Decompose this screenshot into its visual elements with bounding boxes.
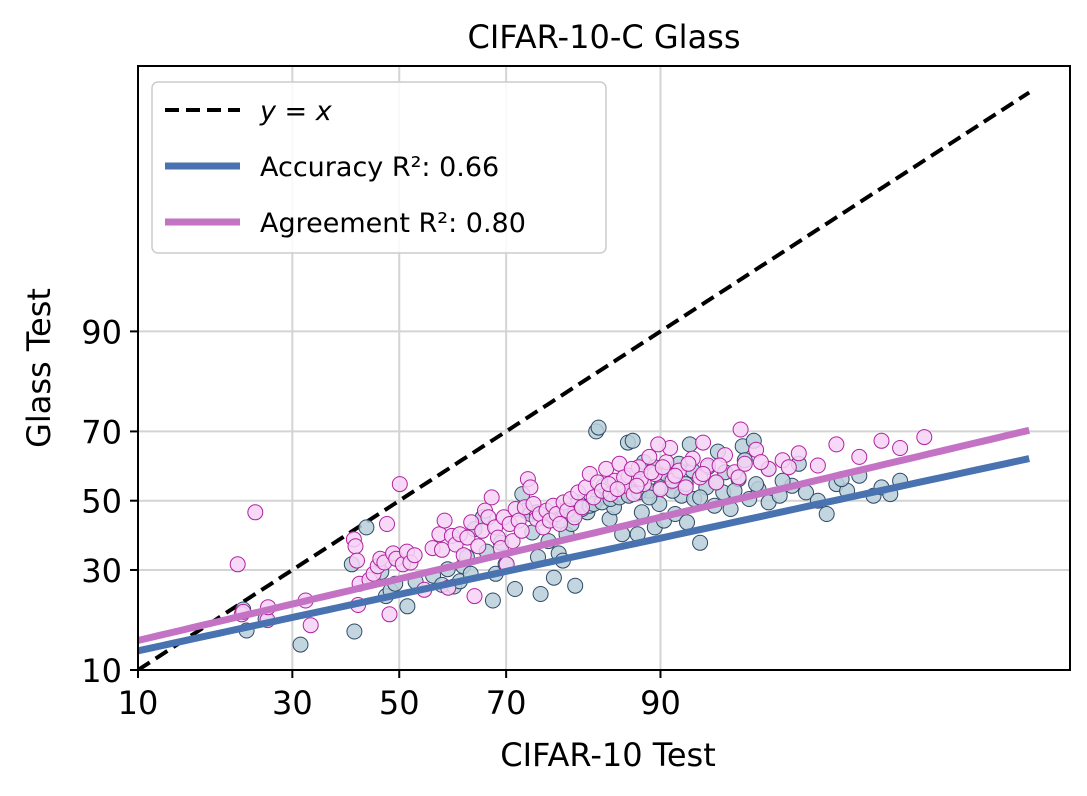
- agreement-point: [892, 440, 909, 456]
- agreement-point: [650, 436, 667, 453]
- accuracy-point: [292, 636, 309, 653]
- legend-accuracy-label: Accuracy R²: 0.66: [260, 152, 499, 183]
- agreement-point: [732, 421, 749, 438]
- agreement-point: [381, 606, 398, 623]
- accuracy-point: [532, 586, 549, 602]
- accuracy-fit-line: [138, 455, 1030, 655]
- agreement-scatter: [229, 421, 933, 634]
- agreement-point: [247, 504, 264, 521]
- agreement-point: [654, 459, 671, 476]
- x-axis-title: CIFAR-10 Test: [500, 736, 716, 774]
- agreement-point: [349, 552, 365, 569]
- agreement-point: [680, 455, 697, 472]
- identity-line: [138, 90, 1031, 670]
- agreement-point: [695, 466, 712, 482]
- accuracy-point: [692, 534, 709, 551]
- agreement-point: [434, 541, 450, 558]
- agreement-point: [736, 455, 753, 472]
- agreement-point: [851, 448, 868, 465]
- agreement-point: [790, 445, 807, 462]
- x-tick-label: 50: [379, 684, 420, 722]
- agreement-point: [459, 529, 476, 546]
- x-tick-label: 90: [640, 684, 681, 722]
- agreement-point: [652, 481, 669, 498]
- agreement-point: [809, 457, 826, 474]
- axis-ticks: 10 30 50 70 90 10 30 50 70 90: [81, 313, 681, 722]
- legend-identity-label: y = x: [259, 96, 333, 127]
- accuracy-point: [748, 476, 765, 493]
- agreement-point: [463, 514, 480, 531]
- accuracy-point: [484, 592, 501, 609]
- accuracy-point: [679, 514, 695, 531]
- accuracy-point: [545, 569, 562, 586]
- y-tick-label: 10: [81, 652, 122, 690]
- agreement-point: [406, 547, 423, 564]
- x-tick-label: 70: [486, 684, 527, 722]
- agreement-point: [379, 516, 395, 532]
- agreement-point: [522, 479, 539, 496]
- agreement-point: [513, 522, 530, 539]
- accuracy-point: [399, 598, 416, 615]
- agreement-point: [302, 617, 319, 634]
- plot-frame: [137, 65, 1071, 671]
- agreement-point: [609, 481, 626, 498]
- accuracy-point: [590, 419, 607, 436]
- agreement-point: [677, 479, 694, 496]
- y-tick-label: 30: [81, 552, 122, 590]
- agreement-point: [752, 454, 769, 471]
- agreement-point: [347, 538, 364, 555]
- legend: y = x Accuracy R²: 0.66 Agreement R²: 0.…: [151, 81, 607, 254]
- y-tick-label: 90: [81, 313, 122, 351]
- accuracy-point: [567, 577, 584, 594]
- x-tick-label: 10: [118, 684, 159, 722]
- chart-title: CIFAR-10-C Glass: [467, 18, 740, 56]
- agreement-point: [695, 434, 712, 451]
- agreement-point: [436, 512, 453, 529]
- agreement-point: [667, 467, 684, 484]
- agreement-point: [628, 477, 645, 494]
- accuracy-point: [507, 581, 523, 597]
- legend-box: [151, 81, 607, 254]
- accuracy-point: [692, 489, 709, 506]
- agreement-point: [780, 459, 797, 476]
- y-tick-label: 50: [81, 483, 122, 521]
- agreement-point: [470, 538, 487, 555]
- agreement-point: [873, 432, 890, 449]
- agreement-point: [916, 429, 933, 446]
- agreement-point: [466, 588, 483, 605]
- agreement-point: [483, 489, 500, 506]
- agreement-point: [708, 474, 725, 491]
- y-axis-title: Glass Test: [20, 288, 58, 448]
- agreement-point: [391, 476, 408, 493]
- y-tick-label: 70: [81, 413, 122, 451]
- agreement-point: [828, 436, 845, 453]
- accuracy-point: [818, 506, 835, 522]
- agreement-point: [623, 460, 640, 477]
- agreement-fit-line: [138, 426, 1030, 644]
- agreement-point: [641, 448, 658, 465]
- accuracy-point: [624, 432, 641, 449]
- agreement-point: [730, 469, 747, 486]
- legend-agreement-label: Agreement R²: 0.80: [260, 208, 526, 239]
- agreement-point: [229, 556, 246, 573]
- fit-lines: [138, 426, 1030, 655]
- accuracy-point: [358, 519, 375, 536]
- x-tick-label: 30: [272, 684, 313, 722]
- accuracy-point: [681, 436, 698, 453]
- reference-line: [138, 90, 1031, 670]
- agreement-point: [574, 499, 590, 516]
- accuracy-point: [346, 623, 363, 640]
- agreement-point: [711, 457, 728, 474]
- agreement-point: [552, 516, 569, 532]
